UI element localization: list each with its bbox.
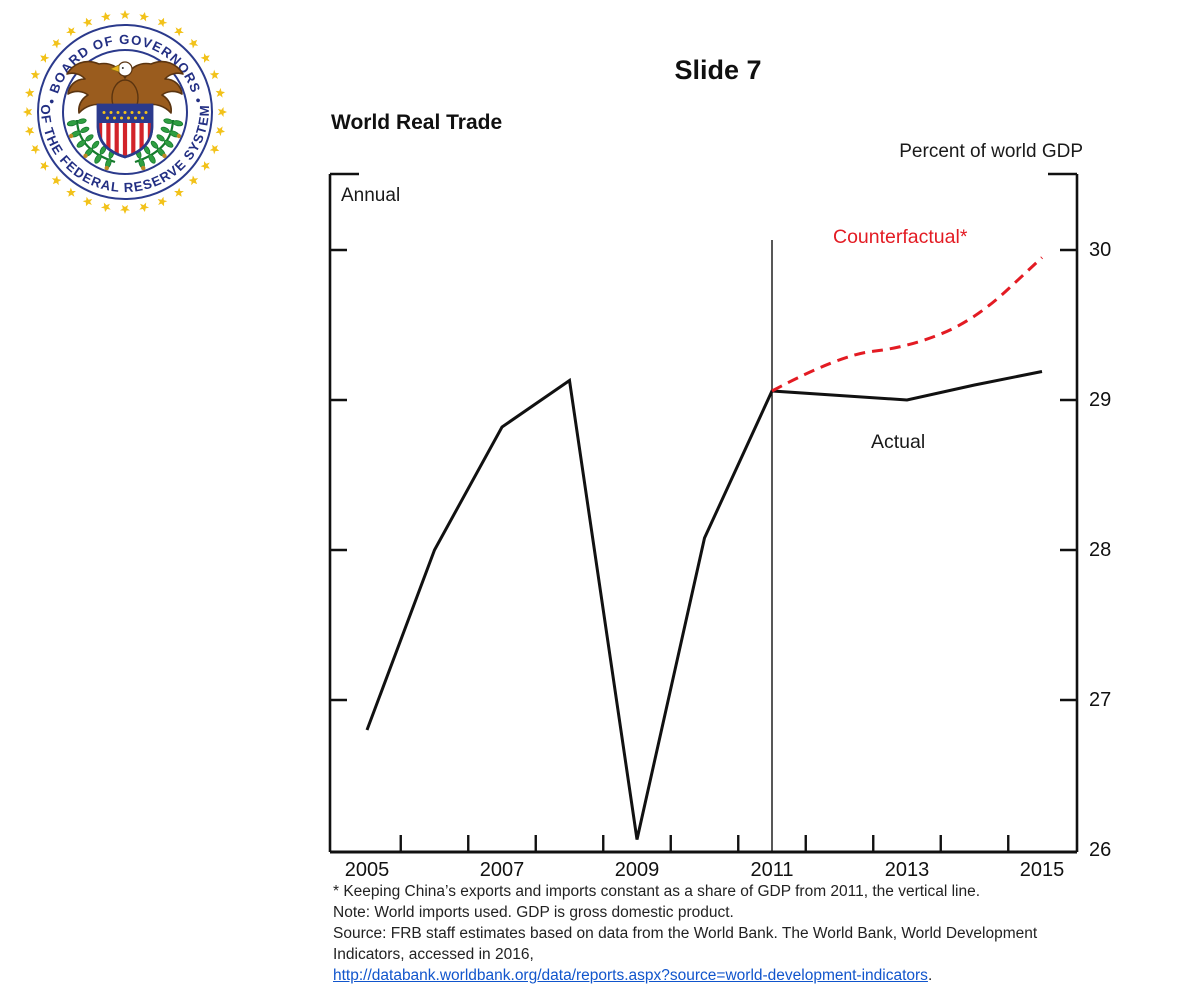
link-period: . — [927, 967, 933, 984]
actual-line — [365, 370, 1043, 840]
footnote-source-line2: Indicators, accessed in 2016, — [333, 946, 534, 963]
actual-series-label: Actual — [871, 431, 926, 453]
footnote-source-line1: Source: FRB staff estimates based on dat… — [333, 925, 1038, 942]
y-tick-label: 27 — [1089, 689, 1112, 711]
x-tick-label: 2011 — [750, 859, 794, 881]
shield-stars — [102, 111, 148, 120]
eagle-beak — [108, 64, 120, 73]
y-tick-label: 29 — [1089, 389, 1112, 411]
shield-icon — [96, 103, 154, 159]
chart-title: World Real Trade — [331, 111, 503, 134]
x-tick-label: 2013 — [884, 859, 930, 881]
footnote-asterisk: * Keeping China’s exports and imports co… — [333, 883, 981, 900]
x-tick-label: 2009 — [614, 859, 660, 881]
x-tick-label: 2005 — [344, 859, 390, 881]
x-tick-label: 2007 — [479, 859, 525, 881]
seal-outer-ring — [37, 24, 213, 200]
federal-reserve-seal-logo: • BOARD OF GOVERNORS • OF THE FEDERAL RE… — [23, 10, 227, 214]
y-tick-label: 26 — [1089, 839, 1112, 861]
x-tick-label: 2015 — [1019, 859, 1065, 881]
footnote-note: Note: World imports used. GDP is gross d… — [333, 904, 734, 921]
laurel-branches — [66, 118, 184, 171]
counterfactual-series-label: Counterfactual* — [833, 226, 968, 248]
counterfactual-dashed-line — [771, 256, 1044, 393]
slide-title: Slide 7 — [674, 55, 762, 85]
seal-inner-ring — [62, 49, 188, 175]
y-axis-unit-label: Percent of world GDP — [899, 141, 1083, 162]
y-tick-label: 28 — [1089, 539, 1112, 561]
frequency-label: Annual — [341, 185, 401, 206]
y-tick-label: 30 — [1089, 239, 1112, 261]
worldbank-link[interactable]: http://databank.worldbank.org/data/repor… — [333, 967, 928, 984]
footnote-source-link-line: http://databank.worldbank.org/data/repor… — [333, 967, 932, 985]
